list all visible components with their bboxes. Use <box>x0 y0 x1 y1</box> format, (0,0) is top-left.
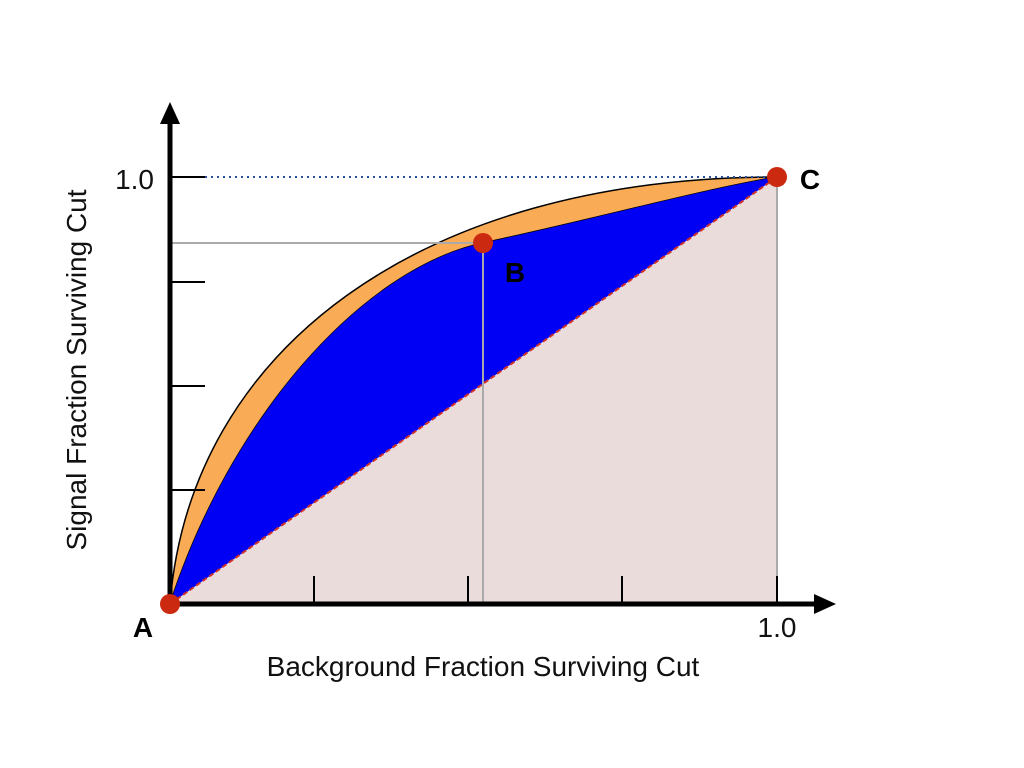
point-label: B <box>505 257 525 288</box>
point <box>473 233 493 253</box>
x-arrow <box>814 594 836 614</box>
x-tick-label: 1.0 <box>758 612 797 643</box>
ticks <box>172 176 778 604</box>
point-label: C <box>800 164 820 195</box>
y-arrow <box>160 102 180 124</box>
y-tick-label: 1.0 <box>115 164 154 195</box>
point-label: A <box>133 612 153 643</box>
diagonal <box>169 176 778 605</box>
point <box>160 594 180 614</box>
y-axis-label: Signal Fraction Surviving Cut <box>61 189 92 550</box>
x-axis-label: Background Fraction Surviving Cut <box>267 651 700 682</box>
point <box>767 167 787 187</box>
